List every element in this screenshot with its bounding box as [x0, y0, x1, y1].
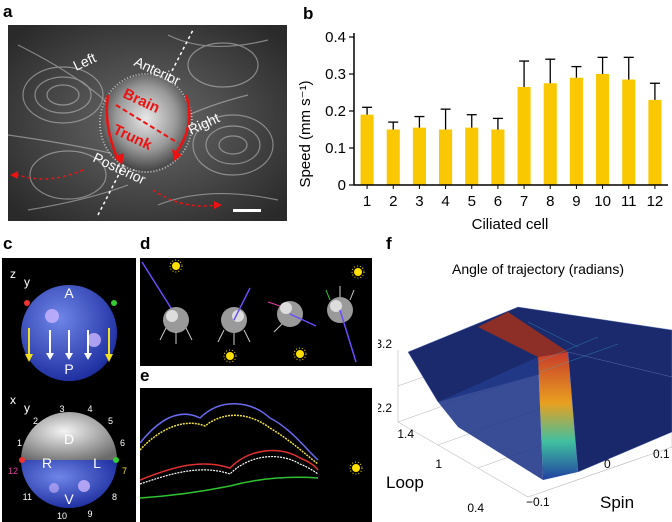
x-tick-label: 3: [415, 193, 423, 210]
x-tick-label: 12: [647, 193, 664, 210]
label-L: L: [93, 455, 101, 471]
bar: [412, 127, 426, 185]
panel-label-d: d: [140, 234, 151, 253]
x-tick-label: 9: [572, 193, 580, 210]
bar: [622, 79, 636, 185]
cell-number: 7: [122, 466, 127, 476]
trajectory-red: [140, 449, 319, 481]
x-tick-label: 2: [389, 193, 397, 210]
cell-number: 6: [120, 438, 125, 448]
sphere-models: z y A P x y D R L V: [8, 267, 127, 521]
panel-c-model: z y A P x y D R L V: [2, 258, 136, 522]
bar: [465, 127, 479, 185]
label-D: D: [64, 431, 74, 447]
bar: [517, 86, 531, 185]
y-axis-label: Speed (mm s⁻¹): [297, 80, 314, 187]
y-tick-label: 0: [338, 177, 346, 194]
loop-tick: 1: [435, 457, 442, 471]
loop-tick: 0.4: [467, 501, 484, 515]
trajectory-green: [140, 476, 319, 499]
cell-number: 3: [59, 404, 64, 414]
x-tick-label: 4: [441, 193, 449, 210]
cell-number: 11: [23, 492, 32, 502]
panel-label-b: b: [303, 4, 314, 23]
panel-label-e: e: [140, 366, 150, 385]
brain-trunk-divider: [115, 104, 179, 144]
bar: [648, 99, 662, 185]
surface-wall: [538, 352, 578, 480]
y-tick-label: 0.2: [325, 103, 346, 120]
x-tick-label: 8: [546, 193, 554, 210]
left-arrow: [105, 94, 120, 161]
label-P: P: [64, 361, 73, 377]
z-tick: 3.2: [378, 337, 392, 351]
y-tick-label: 0.4: [325, 29, 346, 46]
cell-number: 12: [8, 466, 18, 476]
y-tick-label: 0.3: [325, 66, 346, 83]
cell-number: 8: [112, 492, 117, 502]
axis-y-label: y: [24, 275, 30, 289]
axis-x-label: x: [10, 393, 16, 407]
axis-z-label: z: [10, 267, 16, 281]
panel-label-f: f: [386, 234, 392, 253]
cell-number: 2: [33, 416, 38, 426]
panel-e-trajectories: [140, 388, 372, 522]
bar: [386, 129, 400, 185]
x-tick-label: 1: [363, 193, 371, 210]
cilia-arrows-white: [49, 330, 89, 354]
surface-plot: Angle of trajectory (radians) 3.2 2.2 1.…: [378, 261, 672, 515]
spin-tick: 0.1: [653, 447, 670, 461]
trajectory-white: [140, 455, 319, 485]
trajectory-yellow: [140, 414, 319, 465]
surface-title: Angle of trajectory (radians): [452, 261, 624, 277]
loop-tick: 1.4: [397, 427, 414, 441]
spin-axis-label: Spin: [600, 493, 634, 512]
flow-streamlines: [8, 34, 279, 211]
cell-number: 9: [87, 509, 92, 519]
label-A: A: [64, 285, 74, 301]
bar: [543, 83, 557, 185]
label-V: V: [64, 491, 74, 507]
scale-bar: [233, 209, 261, 212]
x-axis-label: Ciliated cell: [472, 216, 549, 233]
y-tick-label: 0.1: [325, 140, 346, 157]
panel-label-a: a: [3, 2, 13, 21]
z-tick: 2.2: [378, 401, 392, 415]
label-R: R: [42, 455, 52, 471]
x-tick-label: 10: [594, 193, 611, 210]
cell-number: 10: [57, 511, 67, 521]
bar: [491, 129, 505, 185]
trajectory-plot: [140, 403, 363, 499]
x-tick-label: 7: [520, 193, 528, 210]
cell-number: 4: [87, 404, 92, 414]
bar: [569, 77, 583, 185]
axis-y2-label: y: [24, 401, 30, 415]
rotation-sequence: [141, 259, 365, 363]
panel-d-sequence: [140, 258, 372, 366]
cilia-arrows-yellow: [28, 328, 110, 355]
panel-label-c: c: [3, 234, 13, 253]
cell-number: 5: [108, 416, 113, 426]
x-tick-label: 6: [494, 193, 502, 210]
spin-tick: 0: [604, 457, 611, 471]
micrograph-image: Left Anterior Brain Trunk Right Posterio…: [8, 25, 287, 221]
x-tick-label: 5: [468, 193, 476, 210]
bar-chart: 00.10.20.30.4 1 2 3 4 5 6 7 8 9 10 11 12 Ciliated c…: [297, 29, 668, 233]
panel-a-micrograph: Left Anterior Brain Trunk Right Posterio…: [8, 25, 287, 221]
bar: [360, 114, 374, 185]
bar: [596, 74, 610, 185]
cell-number: 1: [17, 438, 22, 448]
bar: [439, 129, 453, 185]
right-arrow: [174, 94, 191, 154]
loop-axis-label: Loop: [386, 473, 424, 492]
trajectory-blue: [140, 403, 319, 461]
x-tick-label: 11: [621, 193, 637, 210]
spin-tick: −0.1: [526, 495, 550, 509]
